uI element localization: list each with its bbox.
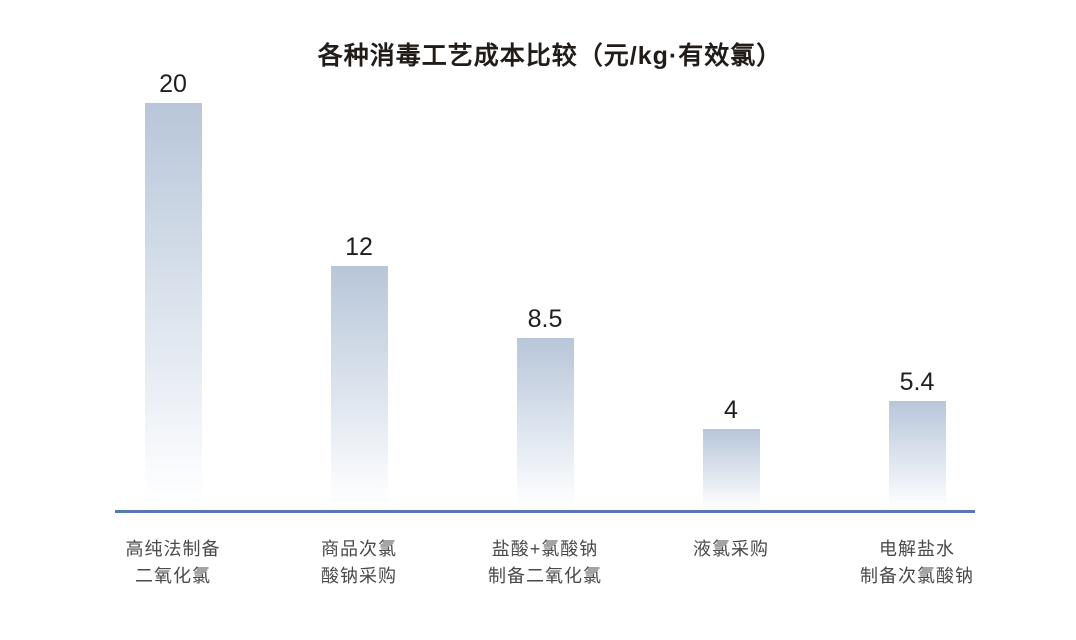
bar bbox=[330, 266, 388, 511]
category-label-line: 液氯采购 bbox=[693, 539, 769, 559]
category-label-line: 盐酸+氯酸钠 bbox=[491, 539, 599, 559]
x-axis-line bbox=[115, 510, 975, 513]
category-label-line: 酸钠采购 bbox=[321, 566, 397, 586]
bar-value-label: 20 bbox=[159, 70, 187, 98]
bar-value-label: 8.5 bbox=[527, 305, 563, 333]
category-label: 电解盐水制备次氯酸钠 bbox=[817, 536, 1017, 590]
category-label: 商品次氯 酸钠采购 bbox=[259, 536, 459, 590]
category-label-line: 高纯法制备 bbox=[125, 539, 221, 559]
bar-value-label: 5.4 bbox=[899, 368, 935, 396]
category-label: 高纯法制备 二氧化氯 bbox=[73, 536, 273, 590]
bar bbox=[888, 401, 946, 511]
category-label-line: 二氧化氯 bbox=[135, 566, 211, 586]
category-label: 盐酸+氯酸钠 制备二氧化氯 bbox=[445, 536, 645, 590]
bar-value-label: 4 bbox=[724, 396, 738, 424]
category-label-line: 制备次氯酸钠 bbox=[860, 566, 974, 586]
category-label: 液氯采购 bbox=[631, 536, 831, 563]
bar bbox=[144, 103, 202, 511]
category-label-line: 电解盐水 bbox=[879, 539, 955, 559]
category-label-line: 商品次氯 bbox=[321, 539, 397, 559]
category-label-line: 制备二氧化氯 bbox=[488, 566, 602, 586]
chart-title: 各种消毒工艺成本比较（元/kg·有效氯） bbox=[317, 42, 783, 70]
bar-value-label: 12 bbox=[345, 233, 373, 261]
bar bbox=[516, 338, 574, 511]
bar bbox=[702, 429, 760, 511]
